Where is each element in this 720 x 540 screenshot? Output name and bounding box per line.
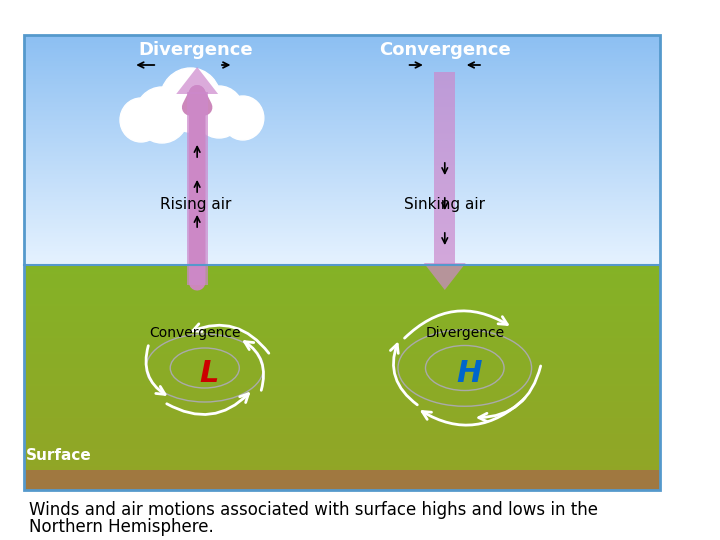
Circle shape	[160, 68, 221, 132]
Text: L: L	[200, 359, 219, 388]
Circle shape	[135, 87, 189, 143]
Circle shape	[120, 98, 162, 142]
Polygon shape	[24, 265, 660, 470]
Text: Surface: Surface	[26, 448, 92, 462]
Text: Sinking air: Sinking air	[405, 198, 485, 213]
Circle shape	[222, 96, 264, 140]
Text: Rising air: Rising air	[160, 198, 231, 213]
Text: Northern Hemisphere.: Northern Hemisphere.	[29, 518, 213, 536]
Polygon shape	[424, 263, 466, 290]
Text: Convergence: Convergence	[150, 326, 241, 340]
Text: Convergence: Convergence	[379, 41, 510, 59]
Polygon shape	[186, 92, 207, 285]
Polygon shape	[141, 115, 257, 130]
Polygon shape	[176, 67, 218, 94]
Text: Divergence: Divergence	[138, 41, 253, 59]
Polygon shape	[24, 470, 660, 490]
Circle shape	[194, 86, 244, 138]
Text: H: H	[456, 359, 482, 388]
Text: Divergence: Divergence	[426, 326, 504, 340]
Text: Winds and air motions associated with surface highs and lows in the: Winds and air motions associated with su…	[29, 501, 598, 519]
Polygon shape	[434, 72, 455, 265]
